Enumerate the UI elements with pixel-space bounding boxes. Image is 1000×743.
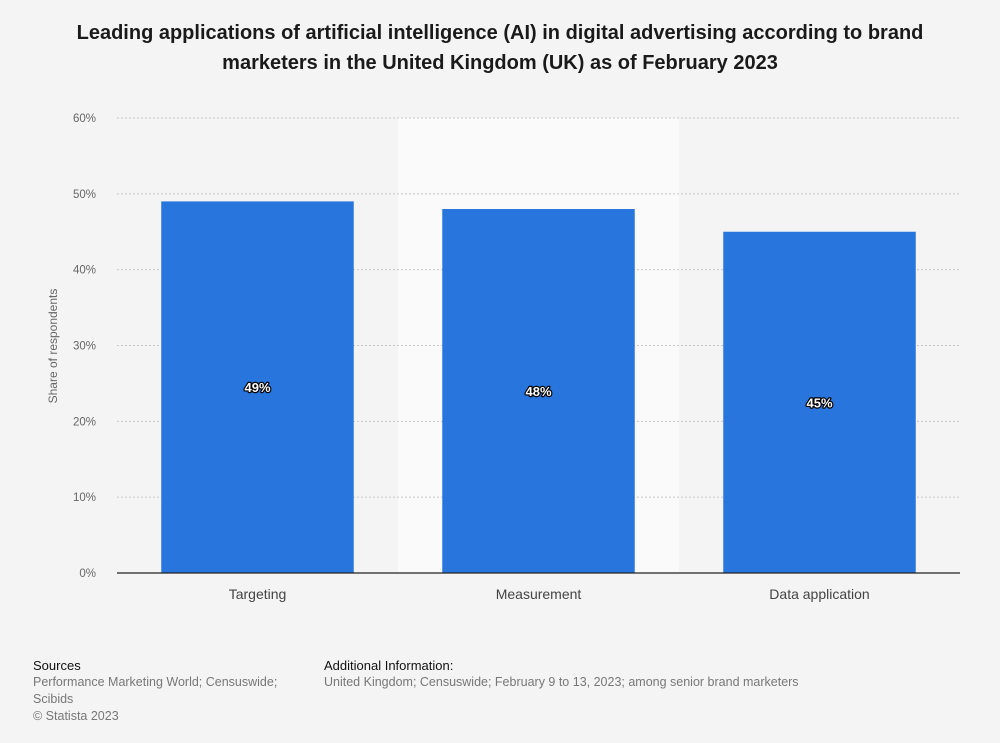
y-axis-label: Share of respondents [46, 289, 60, 404]
sources-block: Sources Performance Marketing World; Cen… [33, 657, 303, 725]
y-tick-label: 0% [79, 568, 96, 580]
data-label: 49% [244, 380, 270, 395]
data-labels: 49% 48% 45% [243, 379, 834, 412]
y-tick-label: 10% [73, 492, 96, 504]
bars [161, 201, 916, 573]
additional-info-heading: Additional Information: [324, 658, 454, 673]
y-tick-label: 30% [73, 341, 96, 353]
x-tick-labels: Targeting Measurement Data application [229, 586, 870, 602]
additional-info-text: United Kingdom; Censuswide; February 9 t… [324, 675, 799, 689]
x-tick-label: Measurement [496, 586, 582, 602]
x-tick-label: Data application [769, 586, 869, 602]
bar [442, 209, 635, 573]
copyright: © Statista 2023 [33, 709, 119, 723]
sources-line-2: Scibids [33, 692, 74, 706]
data-label: 45% [806, 395, 832, 410]
bar [723, 231, 916, 573]
bar [161, 201, 354, 573]
y-tick-label: 60% [73, 113, 96, 125]
sources-heading: Sources [33, 658, 81, 673]
y-tick-label: 40% [73, 265, 96, 277]
additional-info-block: Additional Information: United Kingdom; … [324, 657, 964, 691]
y-tick-label: 50% [73, 189, 96, 201]
y-tick-label: 20% [73, 416, 96, 428]
data-label: 48% [525, 384, 551, 399]
y-tick-labels: 0% 10% 20% 30% 40% 50% 60% [73, 113, 96, 580]
sources-line-1: Performance Marketing World; Censuswide; [33, 675, 278, 689]
chart-title: Leading applications of artificial intel… [76, 22, 924, 74]
x-tick-label: Targeting [229, 586, 287, 602]
